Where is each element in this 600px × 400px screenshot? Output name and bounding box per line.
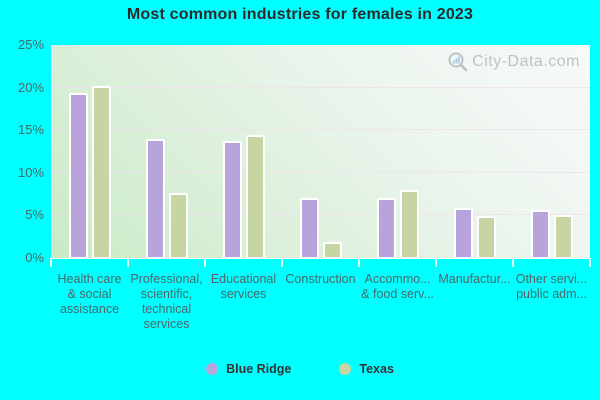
chart-title: Most common industries for females in 20… bbox=[126, 6, 474, 23]
x-tick-label-manufactur: Manufactur... bbox=[436, 272, 513, 287]
legend-item-texas: Texas bbox=[339, 362, 394, 376]
bar-group-health-care bbox=[51, 45, 128, 258]
x-axis-ticks bbox=[0, 258, 600, 268]
gridline bbox=[51, 86, 590, 88]
axis-tick bbox=[281, 258, 283, 267]
x-tick-label-line: technical bbox=[141, 302, 192, 316]
x-tick-label-professional: Professional, scientific, technical service… bbox=[128, 272, 205, 332]
axis-tick bbox=[589, 258, 591, 267]
bar-texas bbox=[399, 190, 419, 258]
x-tick-label-line: & food serv... bbox=[361, 287, 434, 301]
bar-blue-ridge bbox=[222, 141, 242, 258]
x-tick-label-other-servi: Other servi... public adm... bbox=[513, 272, 590, 302]
bar-texas bbox=[168, 193, 188, 258]
axis-tick bbox=[358, 258, 360, 267]
x-tick-label-line: scientific, bbox=[140, 287, 193, 301]
y-tick-label: 0% bbox=[25, 250, 44, 265]
axis-tick bbox=[50, 258, 52, 267]
y-tick-label: 5% bbox=[25, 207, 44, 223]
watermark-text: City-Data.com bbox=[472, 53, 580, 70]
bar-blue-ridge bbox=[68, 93, 88, 258]
bar-texas bbox=[553, 215, 573, 258]
x-tick-label-line: Professional, bbox=[130, 272, 203, 286]
x-tick-label-line: Accommo... bbox=[364, 272, 431, 286]
x-tick-label-line: services bbox=[220, 287, 267, 301]
y-tick-label: 10% bbox=[17, 164, 44, 180]
bar-texas bbox=[245, 135, 265, 258]
x-tick-label-educational: Educational services bbox=[205, 272, 282, 302]
axis-tick bbox=[435, 258, 437, 267]
x-tick-label-line: assistance bbox=[59, 302, 120, 316]
bar-texas bbox=[322, 242, 342, 258]
bar-blue-ridge bbox=[145, 139, 165, 258]
bar-group-accommo bbox=[359, 45, 436, 258]
x-tick-label-line: & social bbox=[67, 287, 112, 301]
plot-area: City-Data.com bbox=[51, 45, 590, 259]
legend-item-blue-ridge: Blue Ridge bbox=[206, 362, 291, 376]
watermark: City-Data.com bbox=[447, 51, 580, 73]
y-tick-label: 25% bbox=[17, 37, 44, 52]
x-tick-label-line: Construction bbox=[285, 272, 356, 286]
gridline bbox=[51, 214, 590, 216]
legend-dot-texas bbox=[339, 363, 352, 375]
legend: Blue Ridge Texas bbox=[0, 362, 600, 376]
gridline bbox=[51, 171, 590, 173]
legend-dot-blue-ridge bbox=[206, 363, 219, 375]
x-tick-label-line: Health care bbox=[57, 272, 122, 286]
y-tick-label: 15% bbox=[17, 122, 44, 138]
bar-group-professional bbox=[128, 45, 205, 258]
x-tick-label-line: Educational bbox=[210, 272, 277, 286]
x-tick-label-line: Manufactur... bbox=[438, 272, 511, 286]
bar-texas bbox=[91, 86, 111, 258]
city-data-logo-icon bbox=[448, 52, 468, 72]
axis-tick bbox=[512, 258, 514, 267]
x-tick-label-accommo: Accommo... & food serv... bbox=[359, 272, 436, 302]
bar-group-construction bbox=[282, 45, 359, 258]
axis-tick bbox=[204, 258, 206, 267]
y-tick-label: 20% bbox=[17, 79, 44, 95]
bar-group-educational bbox=[205, 45, 282, 258]
legend-label: Texas bbox=[359, 362, 394, 376]
bar-blue-ridge bbox=[299, 198, 319, 258]
gridline bbox=[51, 129, 590, 131]
x-tick-label-health-care: Health care & social assistance bbox=[51, 272, 128, 317]
y-axis-labels: 0% 5% 10% 15% 20% 25% bbox=[0, 37, 46, 265]
legend-label: Blue Ridge bbox=[226, 362, 292, 376]
axis-tick bbox=[127, 258, 129, 267]
x-tick-label-construction: Construction bbox=[282, 272, 359, 287]
x-tick-label-line: Other servi... bbox=[515, 272, 588, 286]
x-tick-label-line: public adm... bbox=[516, 287, 587, 301]
bar-texas bbox=[476, 216, 496, 258]
bar-blue-ridge bbox=[376, 198, 396, 258]
bar-blue-ridge bbox=[453, 208, 473, 258]
bar-blue-ridge bbox=[530, 210, 550, 258]
bar-group-other-servi bbox=[513, 45, 590, 258]
bar-group-manufactur bbox=[436, 45, 513, 258]
x-tick-label-line: services bbox=[143, 317, 190, 331]
